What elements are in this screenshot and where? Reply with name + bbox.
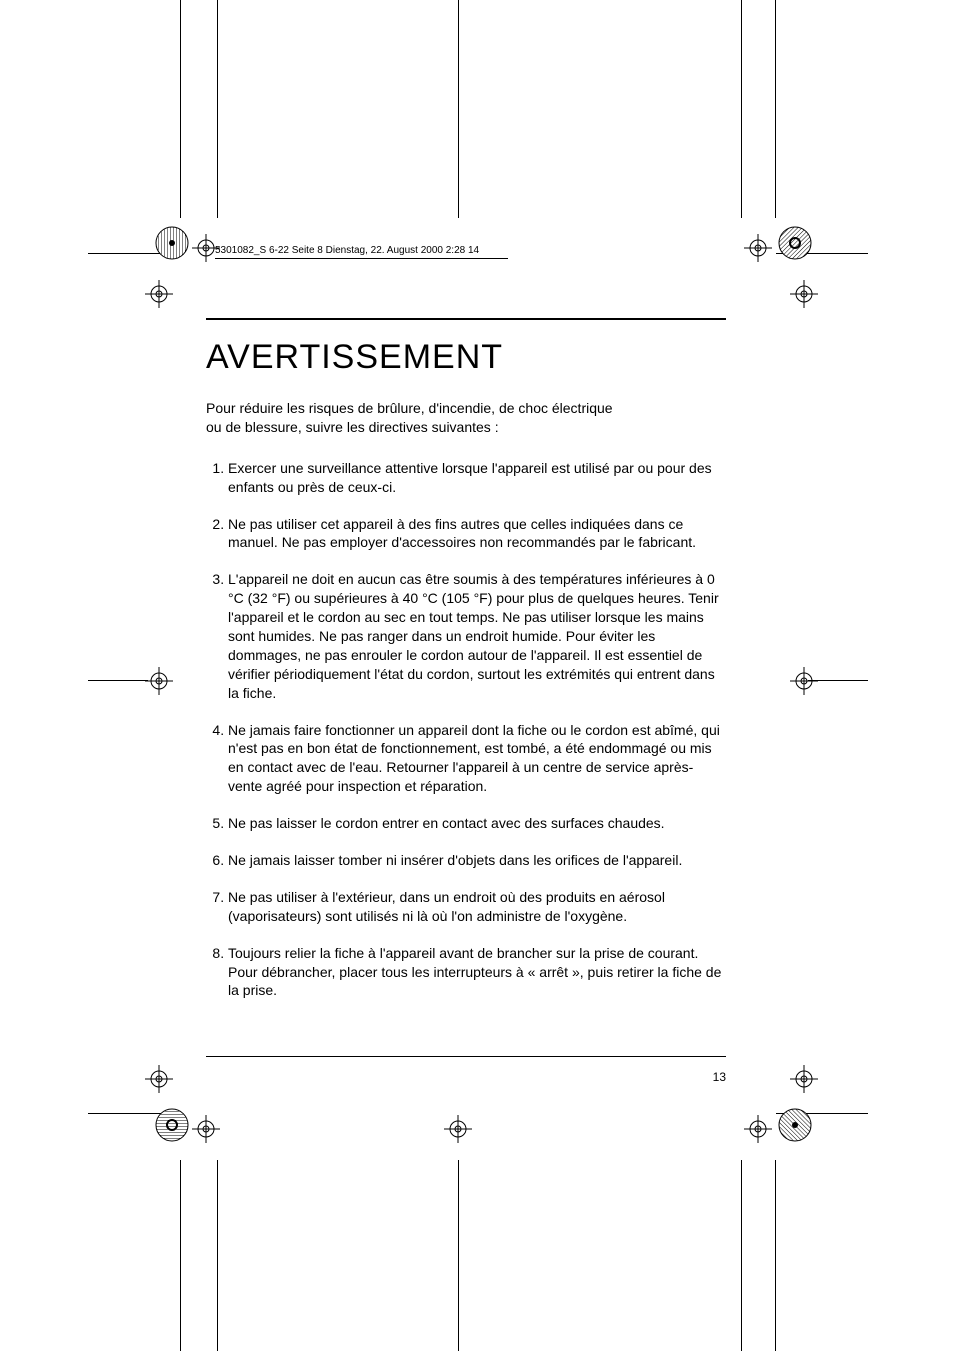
page-title: AVERTISSEMENT bbox=[206, 338, 726, 377]
crop-line bbox=[741, 0, 742, 218]
list-item: Exercer une surveillance attentive lorsq… bbox=[228, 459, 726, 497]
crop-line bbox=[217, 1160, 218, 1351]
color-registration-icon bbox=[778, 226, 812, 260]
list-item: Ne pas laisser le cordon entrer en conta… bbox=[228, 814, 726, 833]
running-head: 5301082_S 6-22 Seite 8 Dienstag, 22. Aug… bbox=[215, 245, 508, 259]
registration-mark-icon bbox=[790, 1065, 818, 1093]
list-item: Ne pas utiliser à l'extérieur, dans un e… bbox=[228, 888, 726, 926]
list-item: Toujours relier la fiche à l'appareil av… bbox=[228, 944, 726, 1001]
color-registration-icon bbox=[155, 1108, 189, 1142]
crop-line bbox=[180, 0, 181, 218]
list-item: L'appareil ne doit en aucun cas être sou… bbox=[228, 570, 726, 702]
intro-line: ou de blessure, suivre les directives su… bbox=[206, 419, 499, 435]
intro-line: Pour réduire les risques de brûlure, d'i… bbox=[206, 400, 613, 416]
registration-mark-icon bbox=[744, 1115, 772, 1143]
color-registration-icon bbox=[778, 1108, 812, 1142]
rule-bottom bbox=[206, 1056, 726, 1057]
intro-text: Pour réduire les risques de brûlure, d'i… bbox=[206, 399, 726, 437]
registration-mark-icon bbox=[192, 1115, 220, 1143]
registration-mark-icon bbox=[790, 280, 818, 308]
crop-line bbox=[88, 680, 148, 681]
crop-line bbox=[741, 1160, 742, 1351]
registration-mark-icon bbox=[145, 280, 173, 308]
crop-line bbox=[458, 1160, 459, 1351]
crop-line bbox=[458, 0, 459, 218]
registration-mark-icon bbox=[444, 1115, 472, 1143]
registration-mark-icon bbox=[744, 234, 772, 262]
print-page: 5301082_S 6-22 Seite 8 Dienstag, 22. Aug… bbox=[0, 0, 954, 1351]
registration-mark-icon bbox=[145, 1065, 173, 1093]
crop-line bbox=[775, 0, 776, 218]
crop-line bbox=[217, 0, 218, 218]
warning-list: Exercer une surveillance attentive lorsq… bbox=[206, 459, 726, 1001]
list-item: Ne pas utiliser cet appareil à des fins … bbox=[228, 515, 726, 553]
crop-line bbox=[180, 1160, 181, 1351]
crop-line bbox=[775, 1160, 776, 1351]
registration-mark-icon bbox=[145, 667, 173, 695]
list-item: Ne jamais faire fonctionner un appareil … bbox=[228, 721, 726, 797]
content-area: AVERTISSEMENT Pour réduire les risques d… bbox=[206, 318, 726, 1018]
registration-mark-icon bbox=[790, 667, 818, 695]
page-number: 13 bbox=[206, 1070, 726, 1084]
list-item: Ne jamais laisser tomber ni insérer d'ob… bbox=[228, 851, 726, 870]
rule-top bbox=[206, 318, 726, 320]
color-registration-icon bbox=[155, 226, 189, 260]
